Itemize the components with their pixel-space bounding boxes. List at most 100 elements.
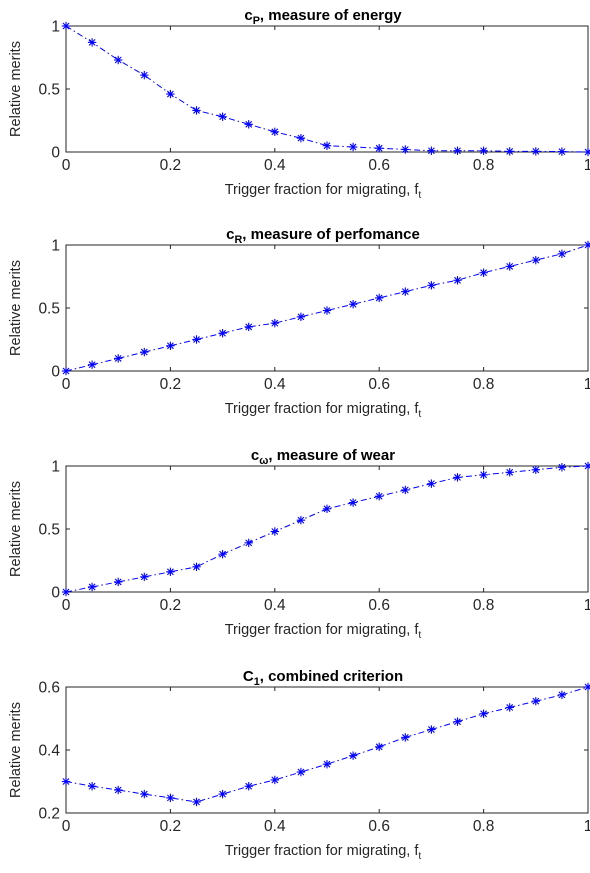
data-point	[270, 527, 279, 536]
marker-stroke	[427, 281, 435, 289]
marker-stroke	[140, 573, 148, 581]
x-tick-label: 0	[62, 157, 71, 174]
data-point	[61, 366, 71, 376]
marker-stroke	[114, 354, 122, 362]
chart-title-sub: P	[253, 15, 260, 27]
marker-stroke	[297, 768, 305, 776]
marker-stroke	[297, 134, 305, 142]
series-1	[61, 682, 590, 807]
marker-stroke	[558, 691, 566, 699]
y-tick-label: 0.5	[38, 82, 60, 99]
data-point	[401, 485, 410, 495]
y-axis-label: Relative merits	[8, 702, 24, 798]
x-tick-label: 0.6	[368, 818, 390, 835]
x-tick-label: 0.6	[368, 157, 390, 174]
x-axis-label-sub: t	[418, 851, 421, 862]
marker-stroke	[166, 568, 174, 576]
marker-stroke	[88, 38, 96, 46]
y-tick-label: 0.2	[38, 806, 60, 823]
marker-stroke	[62, 778, 70, 785]
data-point	[479, 268, 488, 277]
x-tick-label: 0.4	[264, 376, 286, 393]
data-point	[244, 782, 253, 791]
marker-stroke	[219, 550, 227, 558]
marker-stroke	[427, 147, 435, 155]
data-point	[583, 147, 590, 157]
marker-stroke	[245, 782, 253, 790]
axes-frame	[65, 25, 589, 153]
marker-stroke	[375, 294, 383, 302]
marker-stroke	[219, 113, 227, 121]
chart-title-main: c	[251, 447, 259, 464]
marker-stroke	[297, 313, 305, 321]
marker-stroke	[349, 143, 357, 151]
series-1	[61, 240, 590, 376]
chart-title: cω, measure of wear	[251, 447, 395, 467]
marker-stroke	[401, 486, 409, 494]
x-tick-label: 1	[584, 376, 590, 393]
chart-title-sub: R	[234, 234, 242, 246]
y-tick-label: 0	[51, 585, 60, 602]
axes-frame	[65, 686, 589, 814]
data-point	[192, 797, 201, 807]
axes-frame	[65, 465, 589, 593]
data-point	[375, 492, 384, 501]
marker-stroke	[88, 583, 96, 591]
data-point	[114, 785, 123, 795]
data-point	[322, 306, 332, 315]
marker-stroke	[166, 90, 174, 98]
data-point	[296, 312, 306, 322]
series-line	[65, 25, 589, 153]
data-point	[505, 468, 514, 477]
data-point	[453, 276, 462, 285]
data-point	[453, 146, 462, 155]
data-point	[140, 70, 149, 80]
data-point	[218, 550, 227, 559]
marker-stroke	[271, 776, 279, 784]
data-point	[166, 567, 175, 577]
data-point	[427, 146, 436, 155]
marker-stroke	[480, 710, 488, 718]
x-axis-label-main: Trigger fraction for migrating, f	[225, 843, 420, 859]
x-tick-label: 0.2	[160, 597, 182, 614]
marker-stroke	[349, 752, 357, 760]
subplot-1: 0 0.2 0.4 0.6 0.8 1 0 0.5 1 cP, measure of energy…	[8, 7, 590, 201]
data-point	[531, 147, 540, 156]
marker-stroke	[584, 684, 590, 691]
marker-stroke	[454, 147, 461, 155]
series-1	[61, 21, 590, 157]
x-axis-label-sub: t	[418, 190, 421, 201]
marker-stroke	[193, 336, 200, 343]
data-point	[348, 751, 358, 760]
data-point	[453, 473, 462, 482]
x-tick-label: 0.4	[264, 818, 286, 835]
data-point	[531, 465, 540, 474]
marker-stroke	[558, 463, 566, 471]
marker-stroke	[558, 148, 566, 156]
marker-stroke	[193, 107, 200, 114]
data-point	[61, 21, 71, 31]
chart-title-sub: 1	[254, 676, 260, 688]
data-point	[505, 262, 514, 271]
subplot-4: 0 0.2 0.4 0.6 0.8 10.20.40.6C1, combined crit…	[8, 668, 590, 862]
data-point	[140, 347, 149, 357]
marker-stroke	[480, 147, 488, 155]
chart-title-main: C	[243, 668, 254, 685]
data-point	[322, 504, 332, 514]
marker-stroke	[62, 22, 70, 30]
data-point	[296, 767, 306, 777]
marker-stroke	[88, 782, 96, 790]
x-axis-label: Trigger fraction for migrating, ft	[225, 401, 422, 420]
data-point	[87, 782, 97, 791]
marker-stroke	[245, 539, 253, 547]
data-point	[87, 582, 97, 592]
x-axis-label-sub: t	[418, 409, 421, 420]
chart-title-suffix: , measure of perfomance	[242, 226, 420, 243]
marker-stroke	[532, 466, 540, 474]
data-point	[322, 759, 332, 769]
marker-stroke	[140, 71, 148, 79]
x-tick-label: 0.2	[160, 818, 182, 835]
data-point	[87, 360, 97, 369]
data-point	[427, 479, 436, 488]
data-point	[583, 240, 590, 250]
